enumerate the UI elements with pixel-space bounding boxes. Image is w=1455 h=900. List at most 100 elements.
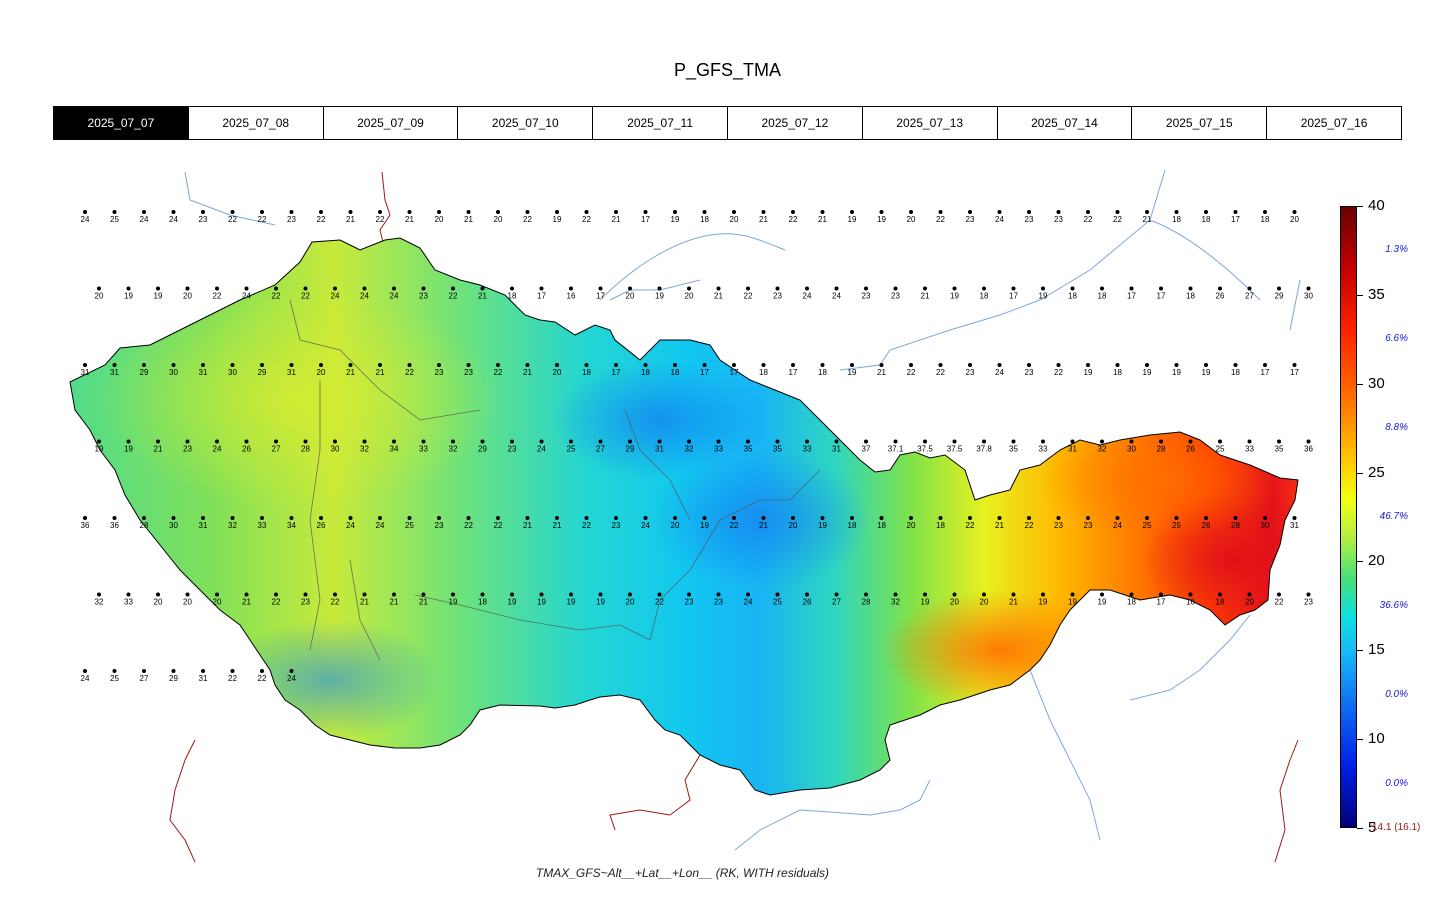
station-value: 23 [419,292,428,301]
station-value: 19 [154,292,163,301]
station-value: 20 [435,215,444,224]
station-dot [496,210,500,214]
station-dot [319,516,323,520]
station-dot [466,210,471,214]
station-dot [112,516,117,520]
weather-station: 24 [1113,516,1122,530]
station-value: 19 [537,598,546,607]
station-dot [303,439,308,444]
station-dot [746,592,750,597]
station-dot [437,516,441,520]
weather-station: 25 [110,210,119,224]
station-dot [1145,210,1149,214]
station-value: 22 [405,368,414,377]
station-value: 22 [258,215,267,224]
station-dot [480,286,485,291]
station-value: 25 [1216,445,1225,454]
date-tab[interactable]: 2025_07_15 [1131,107,1267,139]
date-tab[interactable]: 2025_07_14 [996,107,1132,139]
weather-station: 22 [376,210,385,224]
date-tab[interactable]: 2025_07_11 [592,107,727,139]
date-tab[interactable]: 2025_07_08 [187,107,323,139]
weather-station: 30 [228,363,237,377]
internal-boundaries [289,299,821,661]
station-dot [510,286,514,291]
station-dot [614,210,618,214]
station-dot [407,363,412,367]
station-value: 18 [1216,598,1225,607]
weather-station: 25 [110,669,119,683]
station-value: 17 [1290,368,1299,377]
station-value: 19 [1039,598,1048,607]
date-tab[interactable]: 2025_07_12 [726,107,862,139]
station-value: 22 [582,215,591,224]
station-dot [333,286,337,291]
weather-station: 22 [936,363,945,377]
station-dot [702,516,707,520]
station-dot [1233,516,1238,520]
station-value: 23 [435,521,444,530]
weather-station: 18 [759,363,768,377]
station-value: 18 [478,598,487,607]
station-dot [1292,363,1297,367]
station-value: 23 [1054,215,1063,224]
station-value: 19 [700,521,709,530]
weather-station: 24 [360,286,369,301]
station-dot [746,439,750,444]
weather-station: 18 [641,363,650,377]
station-dot [982,592,986,597]
station-value: 32 [891,598,900,607]
station-dot [392,439,396,444]
station-dot [761,516,766,520]
weather-station: 23 [714,592,723,607]
station-value: 23 [287,215,296,224]
station-value: 18 [1202,215,1211,224]
station-value: 21 [612,215,621,224]
station-value: 37.5 [917,445,933,454]
station-value: 24 [803,292,812,301]
station-value: 23 [508,445,517,454]
station-dot [1306,439,1311,444]
weather-station: 19 [553,210,562,224]
station-value: 18 [936,521,945,530]
station-value: 29 [258,368,267,377]
station-value: 31 [199,521,208,530]
weather-station: 17 [1261,363,1270,377]
station-value: 32 [95,598,104,607]
station-dot [215,286,219,291]
station-dot [83,210,87,214]
station-value: 19 [848,368,857,377]
date-tab[interactable]: 2025_07_13 [861,107,997,139]
weather-station: 17 [537,286,546,301]
weather-station: 18 [980,286,989,301]
weather-station: 17 [1157,286,1166,301]
weather-station: 21 [877,363,886,377]
station-dot [968,210,972,214]
station-value: 26 [242,445,251,454]
weather-station: 33 [1039,439,1048,454]
station-dot [1188,286,1193,291]
weather-station: 32 [1098,439,1107,454]
weather-station: 21 [612,210,621,224]
station-value: 30 [331,445,340,454]
station-dot [628,439,632,444]
station-value: 35 [1009,445,1018,454]
weather-station: 37.1 [888,439,904,454]
weather-station: 35 [1009,439,1018,454]
station-value: 24 [242,292,251,301]
date-tab[interactable]: 2025_07_16 [1266,107,1401,139]
weather-station: 31 [1290,516,1299,530]
weather-station: 28 [301,439,310,454]
station-dot [657,286,662,291]
station-dot [466,363,471,367]
date-tab[interactable]: 2025_07_09 [322,107,458,139]
date-tab[interactable]: 2025_07_10 [457,107,593,139]
date-tab[interactable]: 2025_07_07 [54,107,188,139]
weather-station: 24 [81,669,90,683]
station-dot [480,592,485,597]
weather-station: 22 [405,363,414,377]
station-value: 21 [242,598,251,607]
station-value: 25 [110,674,119,683]
weather-station: 20 [183,592,192,607]
station-value: 22 [936,368,945,377]
